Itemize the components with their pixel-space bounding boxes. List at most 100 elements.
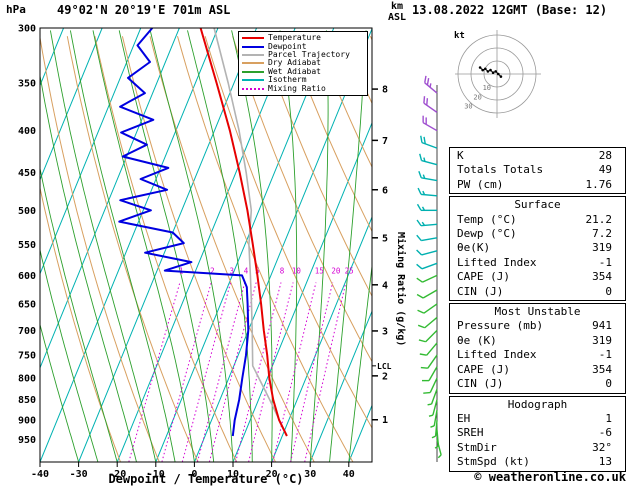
altitude-axis-unit: km ASL xyxy=(380,1,414,23)
svg-text:6: 6 xyxy=(382,185,388,196)
legend-label: Parcel Trajectory xyxy=(268,49,350,59)
svg-text:8: 8 xyxy=(382,85,388,96)
temperature-line-swatch xyxy=(242,37,264,40)
stat-label: CIN (J) xyxy=(457,377,504,391)
svg-text:3: 3 xyxy=(382,326,388,337)
stat-row-mu-li: Lifted Index -1 xyxy=(450,348,625,362)
stat-row-stmspd: StmSpd (kt) 13 xyxy=(450,455,625,469)
copyright: © weatheronline.co.uk xyxy=(474,470,626,484)
stat-label: Totals Totals xyxy=(457,163,544,177)
hodograph-box-title: Hodograph xyxy=(507,397,568,411)
svg-text:10: 10 xyxy=(483,84,491,92)
svg-text:650: 650 xyxy=(18,299,36,310)
svg-text:3: 3 xyxy=(230,266,235,275)
svg-text:0: 0 xyxy=(191,469,197,480)
legend-item-parcel: Parcel Trajectory xyxy=(242,49,364,59)
indices-box: K 28 Totals Totals 49 PW (cm) 1.76 xyxy=(449,147,626,195)
stat-label: CAPE (J) xyxy=(457,270,510,284)
stat-value: -6 xyxy=(598,426,612,440)
svg-text:-30: -30 xyxy=(70,469,88,480)
stat-row-k: K 28 xyxy=(450,149,625,163)
stats-panel: K 28 Totals Totals 49 PW (cm) 1.76 Surface … xyxy=(449,147,626,474)
dewpoint-line-swatch xyxy=(242,45,264,48)
stat-label: StmSpd (kt) xyxy=(457,455,530,469)
svg-text:-40: -40 xyxy=(31,469,49,480)
asl-label: ASL xyxy=(387,12,407,23)
svg-text:LCL: LCL xyxy=(377,362,392,371)
dewpoint-curve xyxy=(118,28,250,437)
stat-value: 28 xyxy=(598,149,612,162)
stat-row-thetae: θe(K) 319 xyxy=(450,241,625,255)
stat-value: 13 xyxy=(598,455,612,469)
temperature-axis-label: Dewpoint / Temperature (°C) xyxy=(108,472,304,486)
svg-text:450: 450 xyxy=(18,168,36,179)
legend-label: Dry Adiabat xyxy=(268,58,321,68)
stat-label: CAPE (J) xyxy=(457,362,510,376)
legend-item-dry-adiabat: Dry Adiabat xyxy=(242,59,364,67)
svg-text:30: 30 xyxy=(464,103,472,111)
sounding-curves xyxy=(118,28,288,437)
svg-text:10: 10 xyxy=(227,469,239,480)
stat-label: θe (K) xyxy=(457,333,497,347)
svg-text:1: 1 xyxy=(382,415,388,426)
svg-text:4: 4 xyxy=(244,266,249,275)
stat-value: 941 xyxy=(592,319,612,333)
stat-value: 354 xyxy=(592,270,612,284)
surface-box-title: Surface xyxy=(514,198,561,212)
svg-text:2: 2 xyxy=(210,266,215,275)
most-unstable-box-title: Most Unstable xyxy=(494,305,581,319)
pressure-axis-unit: hPa xyxy=(6,3,26,16)
stat-row-cin: CIN (J) 0 xyxy=(450,285,625,299)
isotherm-line-swatch xyxy=(242,79,264,82)
svg-text:850: 850 xyxy=(18,395,36,406)
stat-label: CIN (J) xyxy=(457,284,504,298)
wind-barb-column xyxy=(416,75,442,462)
stat-label: θe(K) xyxy=(457,241,491,255)
km-label: km xyxy=(390,1,404,12)
svg-text:750: 750 xyxy=(18,351,36,362)
stat-value: 0 xyxy=(605,284,612,298)
svg-text:5: 5 xyxy=(382,233,388,244)
stat-row-eh: EH 1 xyxy=(450,412,625,426)
stat-value: 1 xyxy=(605,411,612,425)
stat-value: 354 xyxy=(592,362,612,376)
stat-row-dewp: Dewp (°C) 7.2 xyxy=(450,227,625,241)
legend-item-dewpoint: Dewpoint xyxy=(242,42,364,50)
stat-value: 32° xyxy=(592,440,612,454)
stat-label: StmDir xyxy=(457,440,497,454)
stat-label: K xyxy=(457,149,464,162)
svg-text:2: 2 xyxy=(382,371,388,382)
svg-text:20: 20 xyxy=(331,266,341,275)
svg-text:300: 300 xyxy=(18,24,36,35)
parcel-line-swatch xyxy=(242,53,264,56)
legend-item-mixing-ratio: Mixing Ratio xyxy=(242,84,364,92)
stat-label: Dewp (°C) xyxy=(457,227,517,241)
svg-text:10: 10 xyxy=(292,266,302,275)
stat-row-mu-cape: CAPE (J) 354 xyxy=(450,363,625,377)
legend: Temperature Dewpoint Parcel Trajectory D… xyxy=(238,31,368,96)
stat-row-li: Lifted Index -1 xyxy=(450,256,625,270)
svg-text:-10: -10 xyxy=(147,469,165,480)
legend-label: Isotherm xyxy=(268,75,307,85)
parcel-trajectory-curve xyxy=(213,28,288,437)
svg-text:8: 8 xyxy=(280,266,285,275)
stat-row-totals: Totals Totals 49 xyxy=(450,163,625,177)
svg-text:7: 7 xyxy=(382,136,388,147)
stat-value: 319 xyxy=(592,241,612,255)
legend-label: Temperature xyxy=(268,33,321,43)
svg-text:550: 550 xyxy=(18,240,36,251)
svg-text:900: 900 xyxy=(18,416,36,427)
svg-text:400: 400 xyxy=(18,126,36,137)
svg-text:4: 4 xyxy=(382,280,388,291)
stat-value: 1.76 xyxy=(585,177,613,191)
svg-text:-20: -20 xyxy=(108,469,126,480)
wet-adiabat-line-swatch xyxy=(242,70,264,73)
station-title: 49°02'N 20°19'E 701m ASL xyxy=(57,3,231,17)
stat-value: 21.2 xyxy=(585,212,613,226)
axis-ticks: 3003504004505005506006507007508008509009… xyxy=(18,24,392,481)
stat-row-stmdir: StmDir 32° xyxy=(450,441,625,455)
legend-label: Wet Adiabat xyxy=(268,66,321,76)
stat-label: EH xyxy=(457,411,471,425)
